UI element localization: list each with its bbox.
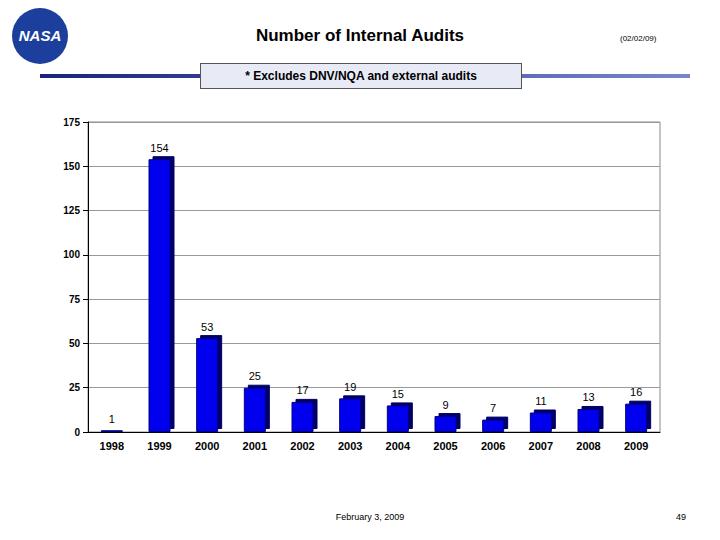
svg-text:53: 53 <box>201 321 213 333</box>
svg-text:16: 16 <box>630 386 642 398</box>
svg-text:1: 1 <box>109 413 115 425</box>
svg-text:9: 9 <box>442 399 448 411</box>
html-text:NASA: NASA <box>18 27 62 44</box>
svg-text:100: 100 <box>63 249 80 260</box>
html-text:49: 49 <box>676 512 686 522</box>
html-text:Number of Internal Audits: Number of Internal Audits <box>255 26 464 45</box>
svg-text:50: 50 <box>69 338 81 349</box>
svg-text:2007: 2007 <box>529 440 553 452</box>
svg-text:75: 75 <box>69 294 81 305</box>
svg-text:25: 25 <box>69 382 81 393</box>
svg-text:2008: 2008 <box>576 440 600 452</box>
svg-text:19: 19 <box>344 381 356 393</box>
svg-text:2000: 2000 <box>195 440 219 452</box>
svg-text:2002: 2002 <box>290 440 314 452</box>
svg-text:125: 125 <box>63 205 80 216</box>
svg-text:13: 13 <box>582 391 594 403</box>
svg-text:1999: 1999 <box>147 440 171 452</box>
svg-text:175: 175 <box>63 117 80 128</box>
html-text:February 3, 2009: February 3, 2009 <box>335 512 405 522</box>
svg-text:154: 154 <box>150 142 168 154</box>
svg-text:25: 25 <box>249 370 261 382</box>
html-text:* Excludes DNV/NQA and externa: * Excludes DNV/NQA and external audits <box>245 69 477 83</box>
svg-text:150: 150 <box>63 161 80 172</box>
svg-text:0: 0 <box>74 427 80 438</box>
svg-text:1998: 1998 <box>100 440 124 452</box>
svg-text:2003: 2003 <box>338 440 362 452</box>
svg-text:2001: 2001 <box>243 440 267 452</box>
svg-text:2004: 2004 <box>386 440 411 452</box>
svg-text:7: 7 <box>490 402 496 414</box>
svg-text:11: 11 <box>535 395 546 407</box>
svg-text:2009: 2009 <box>624 440 648 452</box>
svg-text:2006: 2006 <box>481 440 505 452</box>
svg-text:2005: 2005 <box>433 440 457 452</box>
html-text:(02/02/09): (02/02/09) <box>620 34 657 43</box>
svg-text:15: 15 <box>392 388 404 400</box>
svg-text:17: 17 <box>296 384 308 396</box>
